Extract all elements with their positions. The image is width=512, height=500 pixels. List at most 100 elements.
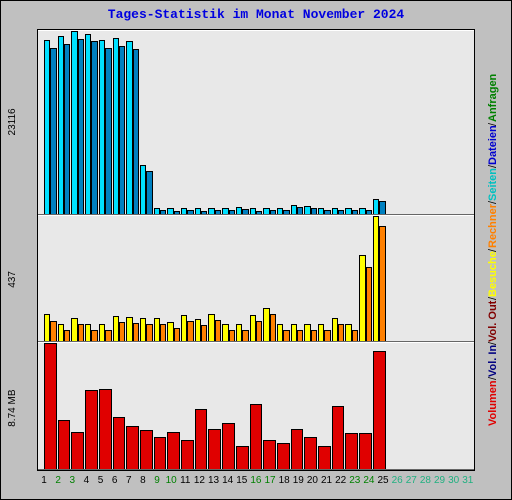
bar	[345, 433, 358, 469]
day-slot	[373, 216, 386, 342]
day-slot	[181, 31, 194, 214]
day-slot	[236, 31, 249, 214]
bar	[78, 324, 84, 342]
xaxis-label: 5	[94, 475, 108, 493]
day-slot	[400, 216, 413, 342]
day-slot	[195, 343, 208, 469]
legend-separator: /	[485, 201, 501, 204]
bar	[366, 210, 372, 213]
bar	[222, 423, 235, 469]
bar	[167, 432, 180, 469]
day-slot	[181, 343, 194, 469]
yaxis-label-bot: 8.74 MB	[7, 344, 33, 473]
xaxis-label: 24	[362, 475, 376, 493]
day-slot	[126, 343, 139, 469]
xaxis-label: 4	[79, 475, 93, 493]
day-slot	[126, 31, 139, 214]
legend-item: Vol. In	[485, 345, 501, 377]
bar	[324, 330, 330, 341]
bar	[263, 440, 276, 469]
bar	[181, 440, 194, 469]
day-slot	[44, 31, 57, 214]
day-slot	[373, 343, 386, 469]
bar	[71, 432, 84, 469]
day-slot	[455, 343, 468, 469]
bar	[50, 321, 56, 342]
day-slot	[359, 31, 372, 214]
day-slot	[44, 343, 57, 469]
bar	[105, 48, 111, 214]
day-slot	[140, 31, 153, 214]
day-slot	[318, 31, 331, 214]
day-slot	[167, 31, 180, 214]
xaxis-label: 27	[404, 475, 418, 493]
bar	[379, 201, 385, 214]
day-slot	[441, 31, 454, 214]
bar	[277, 443, 290, 469]
yaxis-label-mid: 437	[7, 215, 33, 344]
day-slot	[373, 31, 386, 214]
xaxis-label: 6	[108, 475, 122, 493]
day-slot	[304, 216, 317, 342]
xaxis-label: 17	[263, 475, 277, 493]
legend-separator: /	[485, 342, 501, 345]
plot-area	[37, 29, 475, 471]
day-slot	[113, 343, 126, 469]
xaxis-label: 25	[376, 475, 390, 493]
xaxis-label: 13	[207, 475, 221, 493]
day-slot	[85, 343, 98, 469]
bar	[50, 48, 56, 214]
xaxis-label: 11	[178, 475, 192, 493]
xaxis-label: 2	[51, 475, 65, 493]
day-slot	[222, 343, 235, 469]
xaxis-label: 1	[37, 475, 51, 493]
day-slot	[455, 31, 468, 214]
day-slot	[400, 343, 413, 469]
day-slot	[99, 343, 112, 469]
day-slot	[58, 31, 71, 214]
day-slot	[236, 216, 249, 342]
day-slot	[154, 343, 167, 469]
legend-separator: /	[485, 165, 501, 168]
bar	[133, 323, 139, 341]
day-slot	[428, 216, 441, 342]
legend-item: Volumen	[485, 380, 501, 426]
bar	[119, 46, 125, 214]
day-slot	[263, 343, 276, 469]
day-slot	[58, 216, 71, 342]
bar	[187, 321, 193, 342]
bar	[187, 210, 193, 213]
bar	[91, 330, 97, 341]
day-slot	[428, 343, 441, 469]
bar	[242, 330, 248, 341]
bar	[256, 321, 262, 342]
day-slot	[85, 216, 98, 342]
day-slot	[250, 216, 263, 342]
day-slot	[304, 31, 317, 214]
panel-volumen	[38, 342, 474, 470]
bar	[229, 210, 235, 213]
bar	[297, 207, 303, 213]
xaxis-label: 15	[235, 475, 249, 493]
day-slot	[359, 216, 372, 342]
bar	[215, 320, 221, 342]
day-slot	[387, 216, 400, 342]
day-slot	[387, 31, 400, 214]
bar	[201, 211, 207, 214]
bar	[201, 325, 207, 342]
day-slot	[58, 343, 71, 469]
bar	[195, 409, 208, 469]
day-slot	[44, 216, 57, 342]
day-slot	[277, 216, 290, 342]
bar	[105, 330, 111, 341]
day-slot	[263, 31, 276, 214]
xaxis-label: 23	[348, 475, 362, 493]
day-slot	[113, 216, 126, 342]
legend-item: Vol. Out	[485, 300, 501, 341]
xaxis-label: 14	[221, 475, 235, 493]
chart-title: Tages-Statistik im Monat November 2024	[1, 7, 511, 22]
bar	[78, 39, 84, 214]
xaxis-label: 7	[122, 475, 136, 493]
bar	[242, 209, 248, 214]
bar	[270, 210, 276, 213]
